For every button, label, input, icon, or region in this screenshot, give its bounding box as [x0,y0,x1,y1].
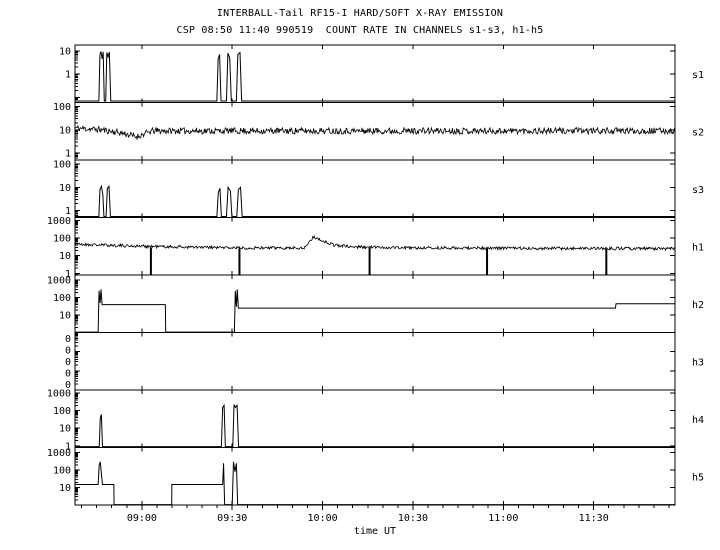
series-s3 [75,184,675,218]
panel-s3: 100 10 1 s3 [53,159,704,218]
series-h4 [75,403,675,448]
y-tick-label: 1000 [47,389,71,400]
series-h2 [75,289,675,333]
x-tick-label: 09:00 [127,513,157,524]
y-tick-label: 0 [65,368,71,379]
panel-frame-s1 [74,44,676,103]
y-tick-label: 10 [59,251,71,262]
series-s1 [75,51,675,102]
y-tick-label: 0 [65,357,71,368]
panel-frame-s3 [74,159,676,218]
y-tick-label: 10 [59,46,71,57]
panel-s1: 10 1 s1 [59,44,704,103]
x-axis: 09:00 09:30 10:00 10:30 11:00 11:30 time UT [81,505,670,537]
panel-h5: 1000 100 10 h5 [47,447,704,506]
y-tick-label: 100 [53,160,71,171]
y-tick-label: 10 [59,483,71,494]
panel-frame-h2 [74,274,676,333]
series-s2 [74,124,676,140]
panel-frame-h4 [74,389,676,448]
chart-subtitle: CSP 08:50 11:40 990519 COUNT RATE IN CHA… [176,25,544,36]
y-tick-label: 10 [59,424,71,435]
y-tick-label: 1 [65,269,71,280]
panel-label-h2: h2 [692,300,704,311]
x-tick-label: 10:30 [398,513,428,524]
y-tick-label: 100 [53,234,71,245]
y-tick-label: 100 [53,466,71,477]
y-tick-label: 0 [65,380,71,391]
panel-frame-h5 [74,447,676,506]
x-tick-label: 11:30 [579,513,609,524]
panel-label-s2: s2 [692,127,704,138]
y-tick-label: 10 [59,183,71,194]
x-axis-label: time UT [354,526,396,537]
y-tick-label: 100 [53,406,71,417]
y-tick-label: 0 [65,345,71,356]
y-tick-label: 0 [65,334,71,345]
y-tick-label: 10 [59,311,71,322]
y-tick-label: 100 [53,102,71,113]
x-tick-label: 10:00 [308,513,338,524]
panel-label-h3: h3 [692,357,704,368]
chart-title: INTERBALL-Tail RF15-I HARD/SOFT X-RAY EM… [216,8,504,19]
y-tick-label: 1 [65,149,71,160]
series-h1 [74,235,676,252]
y-tick-label: 100 [53,293,71,304]
panel-frame-h3 [74,332,676,391]
panel-label-h4: h4 [692,415,704,426]
panel-s2: 100 10 1 s2 [53,102,704,161]
panel-label-h1: h1 [692,242,704,253]
y-tick-label: 1 [65,206,71,217]
panel-h1: 1000 100 10 1 h1 [47,216,704,280]
panel-h2: 1000 100 10 h2 [47,274,704,333]
x-tick-label: 11:00 [488,513,518,524]
y-tick-label: 1000 [47,216,71,227]
y-tick-label: 10 [59,125,71,136]
panel-h4: 1000 100 10 1 h4 [47,389,704,453]
panel-label-s1: s1 [692,70,704,81]
y-tick-label: 1 [65,70,71,81]
y-tick-label: 1 [65,441,71,452]
x-tick-label: 09:30 [217,513,247,524]
series-h5 [75,461,675,506]
panel-label-s3: s3 [692,185,704,196]
panel-label-h5: h5 [692,472,704,483]
y-tick-label: 1000 [47,448,71,459]
y-tick-label: 1000 [47,276,71,287]
